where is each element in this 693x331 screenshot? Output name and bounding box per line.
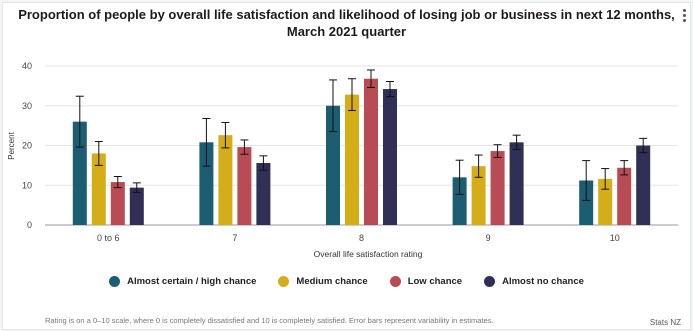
y-axis-label: Percent — [7, 131, 16, 159]
x-tick-labels: 0 to 6 7 8 9 10 — [97, 233, 620, 243]
bar-9-series-2[interactable] — [490, 151, 505, 225]
y-tick-label: 0 — [27, 220, 32, 230]
bar-9-series-1[interactable] — [471, 166, 486, 225]
bar-8-series-0[interactable] — [326, 105, 340, 225]
gridlines — [45, 65, 678, 226]
x-tick-label: 0 to 6 — [97, 233, 120, 243]
bar-10-series-0[interactable] — [579, 180, 594, 225]
legend-item[interactable]: Almost no chance — [484, 272, 584, 290]
legend-label: Medium chance — [296, 275, 368, 287]
y-tick-label: 10 — [22, 180, 32, 190]
bar-10-series-1[interactable] — [598, 178, 613, 225]
legend-swatch — [278, 275, 290, 287]
error-bars — [75, 69, 648, 201]
y-tick-labels: 0 10 20 30 40 — [22, 61, 32, 230]
bar-0-to-6-series-2[interactable] — [110, 182, 125, 225]
legend-item[interactable]: Low chance — [389, 272, 463, 290]
y-tick-label: 30 — [22, 101, 32, 111]
bar-0-to-6-series-3[interactable] — [129, 187, 144, 225]
bar-8-series-3[interactable] — [383, 89, 397, 226]
legend-item[interactable]: Medium chance — [278, 272, 368, 290]
bar-8-series-2[interactable] — [364, 78, 378, 225]
bar-7-series-2[interactable] — [237, 147, 252, 225]
more-options-icon[interactable] — [680, 8, 688, 24]
chart-title: Proportion of people by overall life sat… — [18, 7, 675, 39]
legend-swatch — [389, 275, 401, 287]
bar-8-series-1[interactable] — [345, 94, 359, 226]
legend-label: Low chance — [407, 275, 463, 287]
legend-label: Almost certain / high chance — [127, 275, 257, 287]
bar-9-series-0[interactable] — [452, 177, 467, 225]
y-tick-label: 20 — [22, 141, 32, 151]
legend: Almost certain / high chance Medium chanc… — [0, 272, 693, 290]
legend-item[interactable]: Almost certain / high chance — [109, 272, 256, 290]
legend-swatch — [109, 275, 121, 287]
legend-label: Almost no chance — [502, 275, 584, 287]
bar-10-series-3[interactable] — [636, 145, 651, 226]
x-axis-label: Overall life satisfaction rating — [314, 249, 423, 259]
bar-7-series-3[interactable] — [256, 162, 271, 225]
x-tick-label: 9 — [486, 233, 491, 243]
bar-7-series-1[interactable] — [218, 135, 233, 225]
bars — [72, 78, 651, 226]
footnote: Rating is on a 0–10 scale, where 0 is co… — [45, 316, 494, 325]
y-tick-label: 40 — [22, 61, 32, 71]
legend-swatch — [484, 275, 496, 287]
bar-7-series-0[interactable] — [199, 142, 214, 225]
bar-0-to-6-series-1[interactable] — [91, 153, 106, 225]
x-tick-label: 10 — [610, 233, 620, 243]
x-tick-label: 8 — [359, 233, 364, 243]
source-label: Stats NZ — [649, 318, 681, 327]
bar-9-series-3[interactable] — [509, 142, 524, 225]
bar-10-series-2[interactable] — [617, 167, 632, 225]
x-tick-label: 7 — [232, 233, 237, 243]
